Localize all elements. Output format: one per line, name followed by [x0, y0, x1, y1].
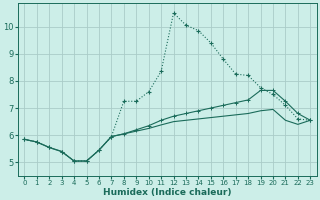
X-axis label: Humidex (Indice chaleur): Humidex (Indice chaleur)	[103, 188, 232, 197]
